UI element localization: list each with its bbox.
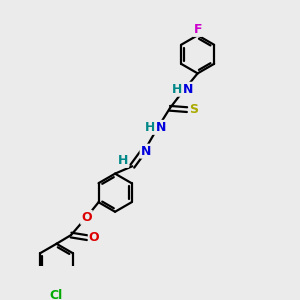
- Text: N: N: [155, 121, 166, 134]
- Text: N: N: [183, 83, 193, 96]
- Text: O: O: [89, 231, 99, 244]
- Text: S: S: [189, 103, 198, 116]
- Text: O: O: [81, 211, 92, 224]
- Text: H: H: [145, 121, 156, 134]
- Text: H: H: [172, 83, 182, 96]
- Text: N: N: [141, 145, 151, 158]
- Text: H: H: [118, 154, 128, 167]
- Text: Cl: Cl: [50, 290, 63, 300]
- Text: F: F: [194, 23, 202, 36]
